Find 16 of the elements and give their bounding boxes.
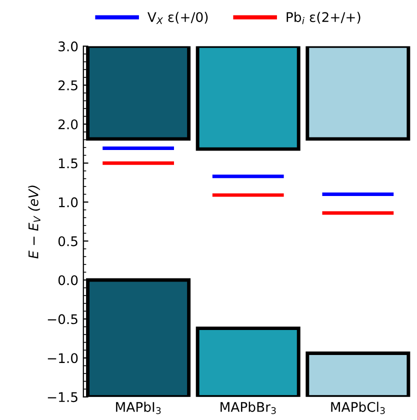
y-tick-label: 3.0 [58, 41, 78, 52]
y-tick-label: −0.5 [48, 314, 78, 324]
y-tick-label: 0.0 [58, 275, 78, 286]
x-tick-label: MAPbCl$_{3}$ [331, 402, 385, 414]
y-tick-label: 0.5 [58, 236, 78, 246]
legend-label: V$_{X}$ ε(+/0) [148, 12, 208, 24]
x-tick-label: MAPbI$_{3}$ [116, 402, 161, 414]
y-tick-label: 2.5 [58, 80, 78, 90]
y-tick-label: 1.5 [59, 158, 78, 168]
y-tick-label: 2.0 [58, 119, 78, 130]
y-tick-label: −1.0 [48, 353, 78, 364]
y-tick-label: −1.5 [48, 392, 78, 402]
x-tick-label: MAPbBr$_{3}$ [220, 402, 276, 414]
legend-label: Pb$_{i}$ ε(2+/+) [286, 12, 360, 24]
y-axis-title: E − E$_{V}$ (eV) [28, 186, 40, 259]
y-tick-label: 1.0 [59, 197, 78, 208]
